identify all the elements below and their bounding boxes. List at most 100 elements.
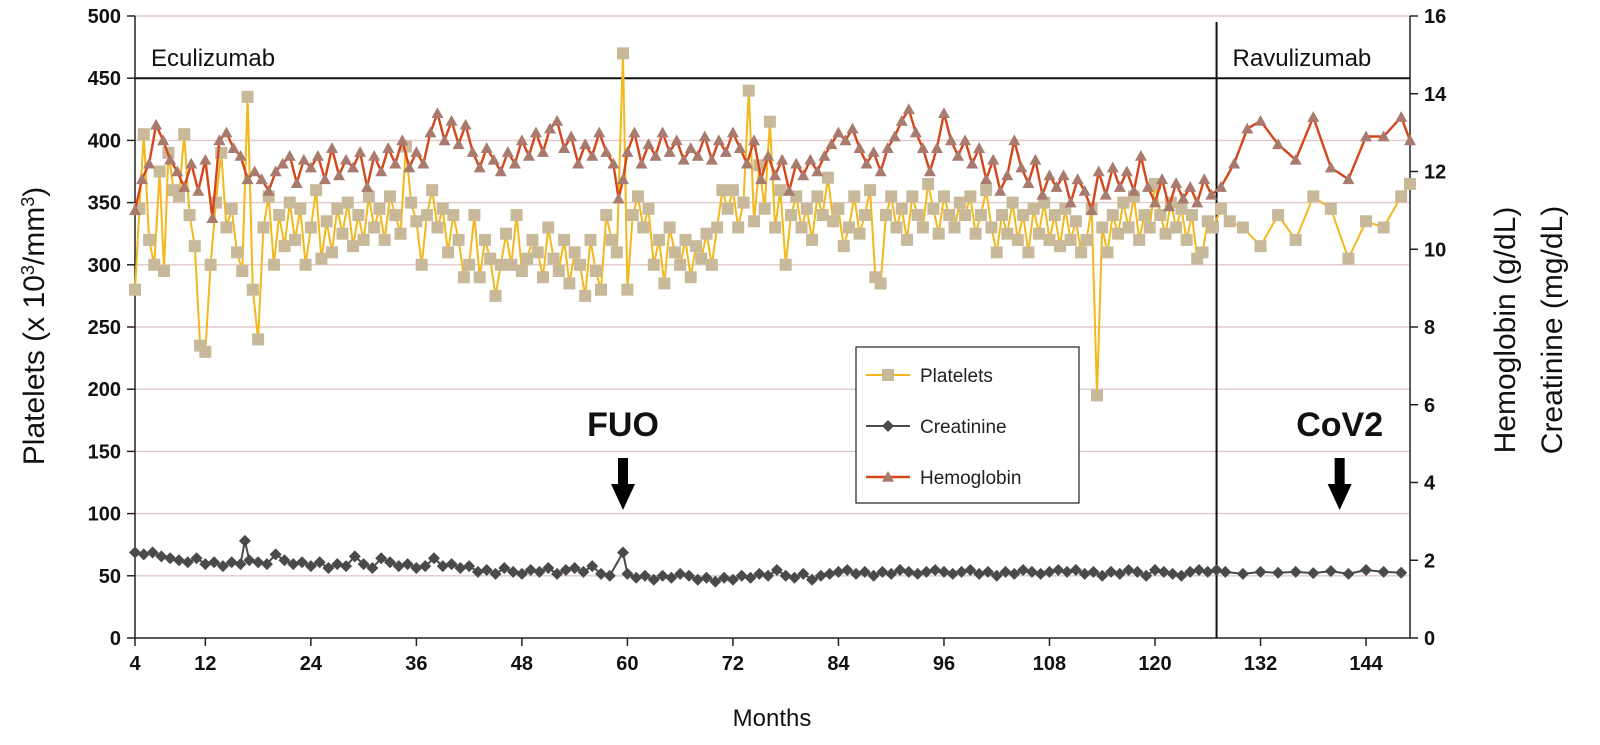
creatinine-point	[252, 556, 265, 569]
platelets-point	[183, 209, 196, 222]
hemoglobin-point	[612, 192, 625, 204]
hemoglobin-point	[1036, 188, 1049, 200]
y-left-tick-label: 100	[88, 504, 121, 526]
hemoglobin-point	[586, 149, 599, 161]
hemoglobin-point	[874, 165, 887, 177]
x-tick-label: 96	[933, 653, 955, 675]
platelets-point	[647, 258, 660, 271]
platelets-point	[463, 258, 476, 271]
hemoglobin-point	[1113, 181, 1126, 192]
platelets-point	[1027, 202, 1040, 215]
y-left-tick-label: 500	[88, 6, 121, 28]
hemoglobin-point	[1377, 130, 1390, 142]
hemoglobin-point	[522, 149, 535, 161]
platelets-point	[405, 196, 418, 209]
creatinine-point	[841, 563, 854, 576]
platelets-point	[1054, 240, 1067, 253]
hemoglobin-point	[417, 157, 430, 169]
creatinine-point	[726, 573, 739, 586]
platelets-point	[1117, 196, 1130, 209]
creatinine-point	[436, 560, 449, 573]
creatinine-point	[340, 560, 353, 573]
x-tick-label: 144	[1349, 653, 1383, 675]
platelets-point	[779, 258, 792, 271]
hemoglobin-point	[333, 169, 345, 181]
hemoglobin-point	[832, 126, 845, 138]
platelets-point	[837, 240, 850, 253]
platelets-point	[394, 227, 407, 240]
hemoglobin-point	[1324, 161, 1337, 173]
hemoglobin-point	[171, 165, 184, 177]
platelets-point	[1196, 246, 1209, 259]
creatinine-point	[823, 567, 836, 580]
platelets-point	[821, 171, 834, 184]
platelets-point	[431, 221, 444, 234]
creatinine-point	[1149, 563, 1161, 576]
creatinine-point	[1061, 565, 1074, 578]
creatinine-point	[1360, 563, 1373, 576]
platelets-point	[1090, 389, 1103, 402]
platelets-point	[827, 215, 840, 228]
x-axis-title: Months	[733, 705, 812, 732]
creatinine-point	[1069, 563, 1082, 576]
platelets-point	[1133, 233, 1146, 246]
platelets-point	[874, 277, 887, 290]
creatinine-point	[1175, 569, 1188, 582]
platelets-point	[225, 202, 238, 215]
creatinine-point	[155, 550, 168, 563]
platelets-point	[1075, 246, 1088, 259]
hemoglobin-point	[283, 149, 296, 161]
platelets-point	[426, 184, 439, 197]
platelets-point	[800, 202, 813, 215]
platelets-point	[436, 202, 449, 215]
creatinine-point	[744, 571, 757, 584]
creatinine-point	[234, 558, 247, 571]
platelets-point	[452, 233, 465, 246]
platelets-point	[953, 196, 966, 209]
creatinine-point	[1377, 565, 1390, 578]
creatinine-point	[1219, 565, 1232, 578]
hemoglobin-point	[290, 177, 303, 188]
hemoglobin-point	[755, 173, 768, 185]
creatinine-point	[867, 569, 880, 582]
creatinine-point	[269, 548, 282, 561]
legend-label-platelets: Platelets	[920, 366, 993, 387]
platelets-point	[515, 265, 528, 278]
hemoglobin-point	[318, 173, 331, 185]
platelets-point	[336, 227, 349, 240]
creatinine-point	[1192, 563, 1205, 576]
creatinine-point	[427, 552, 440, 565]
creatinine-point	[1140, 569, 1153, 582]
creatinine-point	[225, 556, 238, 569]
hemoglobin-point	[797, 169, 810, 181]
platelets-point	[600, 209, 613, 222]
hemoglobin-point	[1395, 111, 1408, 122]
hemoglobin-point	[143, 157, 156, 169]
platelets-point	[1289, 233, 1302, 246]
platelets-point	[172, 190, 185, 203]
creatinine-point	[946, 567, 959, 580]
platelets-point	[890, 221, 903, 234]
creatinine-point	[955, 565, 968, 578]
y-left-title-part1: Platelets (x 10	[18, 275, 51, 465]
platelets-point	[299, 258, 312, 271]
hemoglobin-point	[361, 181, 374, 192]
hemoglobin-point	[1289, 153, 1302, 165]
creatinine-point	[1395, 566, 1408, 579]
platelets-point	[700, 227, 713, 240]
creatinine-point	[542, 562, 555, 575]
hemoglobin-point	[262, 184, 275, 196]
hemoglobin-point	[1170, 177, 1183, 188]
platelets-point	[526, 233, 539, 246]
hemoglobin-point	[515, 134, 528, 146]
platelets-point	[864, 184, 877, 197]
platelets-point	[858, 209, 871, 222]
platelets-point	[231, 246, 243, 259]
y-left-tick-label: 0	[110, 628, 121, 650]
hemoglobin-point	[966, 157, 979, 169]
platelets-point	[948, 221, 961, 234]
hemoglobin-point	[839, 134, 852, 146]
hemoglobin-point	[733, 142, 746, 153]
hemoglobin-point	[937, 107, 950, 118]
platelets-point	[137, 128, 150, 141]
